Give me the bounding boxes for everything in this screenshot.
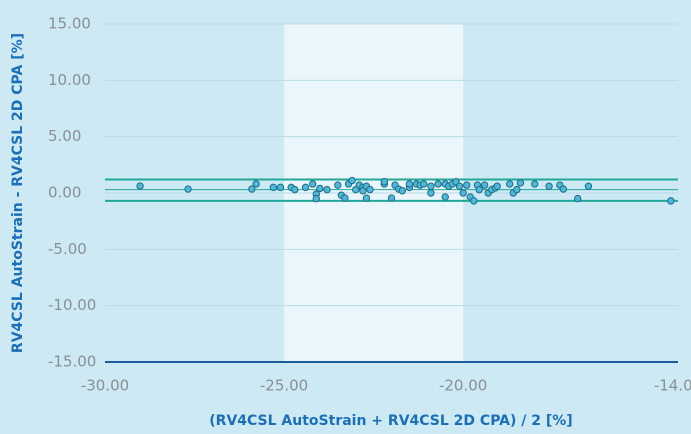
point <box>341 194 349 202</box>
point <box>463 181 471 189</box>
point <box>405 180 414 188</box>
point <box>366 185 374 194</box>
point <box>455 182 464 190</box>
point <box>475 185 483 194</box>
point <box>493 182 501 190</box>
point <box>427 182 435 190</box>
point <box>505 180 514 188</box>
point <box>516 179 525 187</box>
point <box>316 184 324 193</box>
point <box>136 182 144 190</box>
point <box>459 189 467 197</box>
point <box>312 194 320 203</box>
y-tick-label: 5.00 <box>48 127 81 145</box>
point <box>269 183 278 192</box>
point <box>480 181 489 189</box>
x-tick-label: -25.00 <box>260 377 308 395</box>
point <box>309 180 317 188</box>
y-tick-label: 15.00 <box>48 15 91 33</box>
point <box>545 182 553 190</box>
point <box>301 183 310 192</box>
x-tick-label: -14.00 <box>654 377 691 395</box>
y-axis-title: RV4CSL AutoStrain - RV4CSL 2D CPA [%] <box>10 33 26 353</box>
point <box>470 197 478 205</box>
point <box>184 185 192 193</box>
y-tick-label: -5.00 <box>48 240 87 258</box>
point <box>434 180 442 188</box>
y-tick-label: -15.00 <box>48 353 96 371</box>
point <box>559 185 568 193</box>
point <box>380 178 389 186</box>
point <box>334 181 342 189</box>
point <box>323 185 331 194</box>
point <box>667 197 675 205</box>
x-tick-label: -30.00 <box>81 377 129 395</box>
point <box>427 189 435 197</box>
point <box>276 183 285 192</box>
point <box>291 185 299 194</box>
point <box>584 182 593 190</box>
point <box>574 194 582 203</box>
x-axis-title: (RV4CSL AutoStrain + RV4CSL 2D CPA) / 2 … <box>209 413 572 429</box>
y-tick-label: 10.00 <box>48 71 91 89</box>
x-tick-label: -20.00 <box>439 377 487 395</box>
y-tick-label: 0.00 <box>48 184 81 202</box>
point <box>252 180 260 188</box>
point <box>348 176 356 185</box>
point <box>531 180 539 188</box>
y-tick-label: -10.00 <box>48 296 96 314</box>
point <box>387 194 396 202</box>
point <box>362 194 371 202</box>
point <box>420 180 428 188</box>
point <box>398 187 406 195</box>
point <box>248 185 256 193</box>
point <box>441 193 449 201</box>
point <box>513 185 521 194</box>
